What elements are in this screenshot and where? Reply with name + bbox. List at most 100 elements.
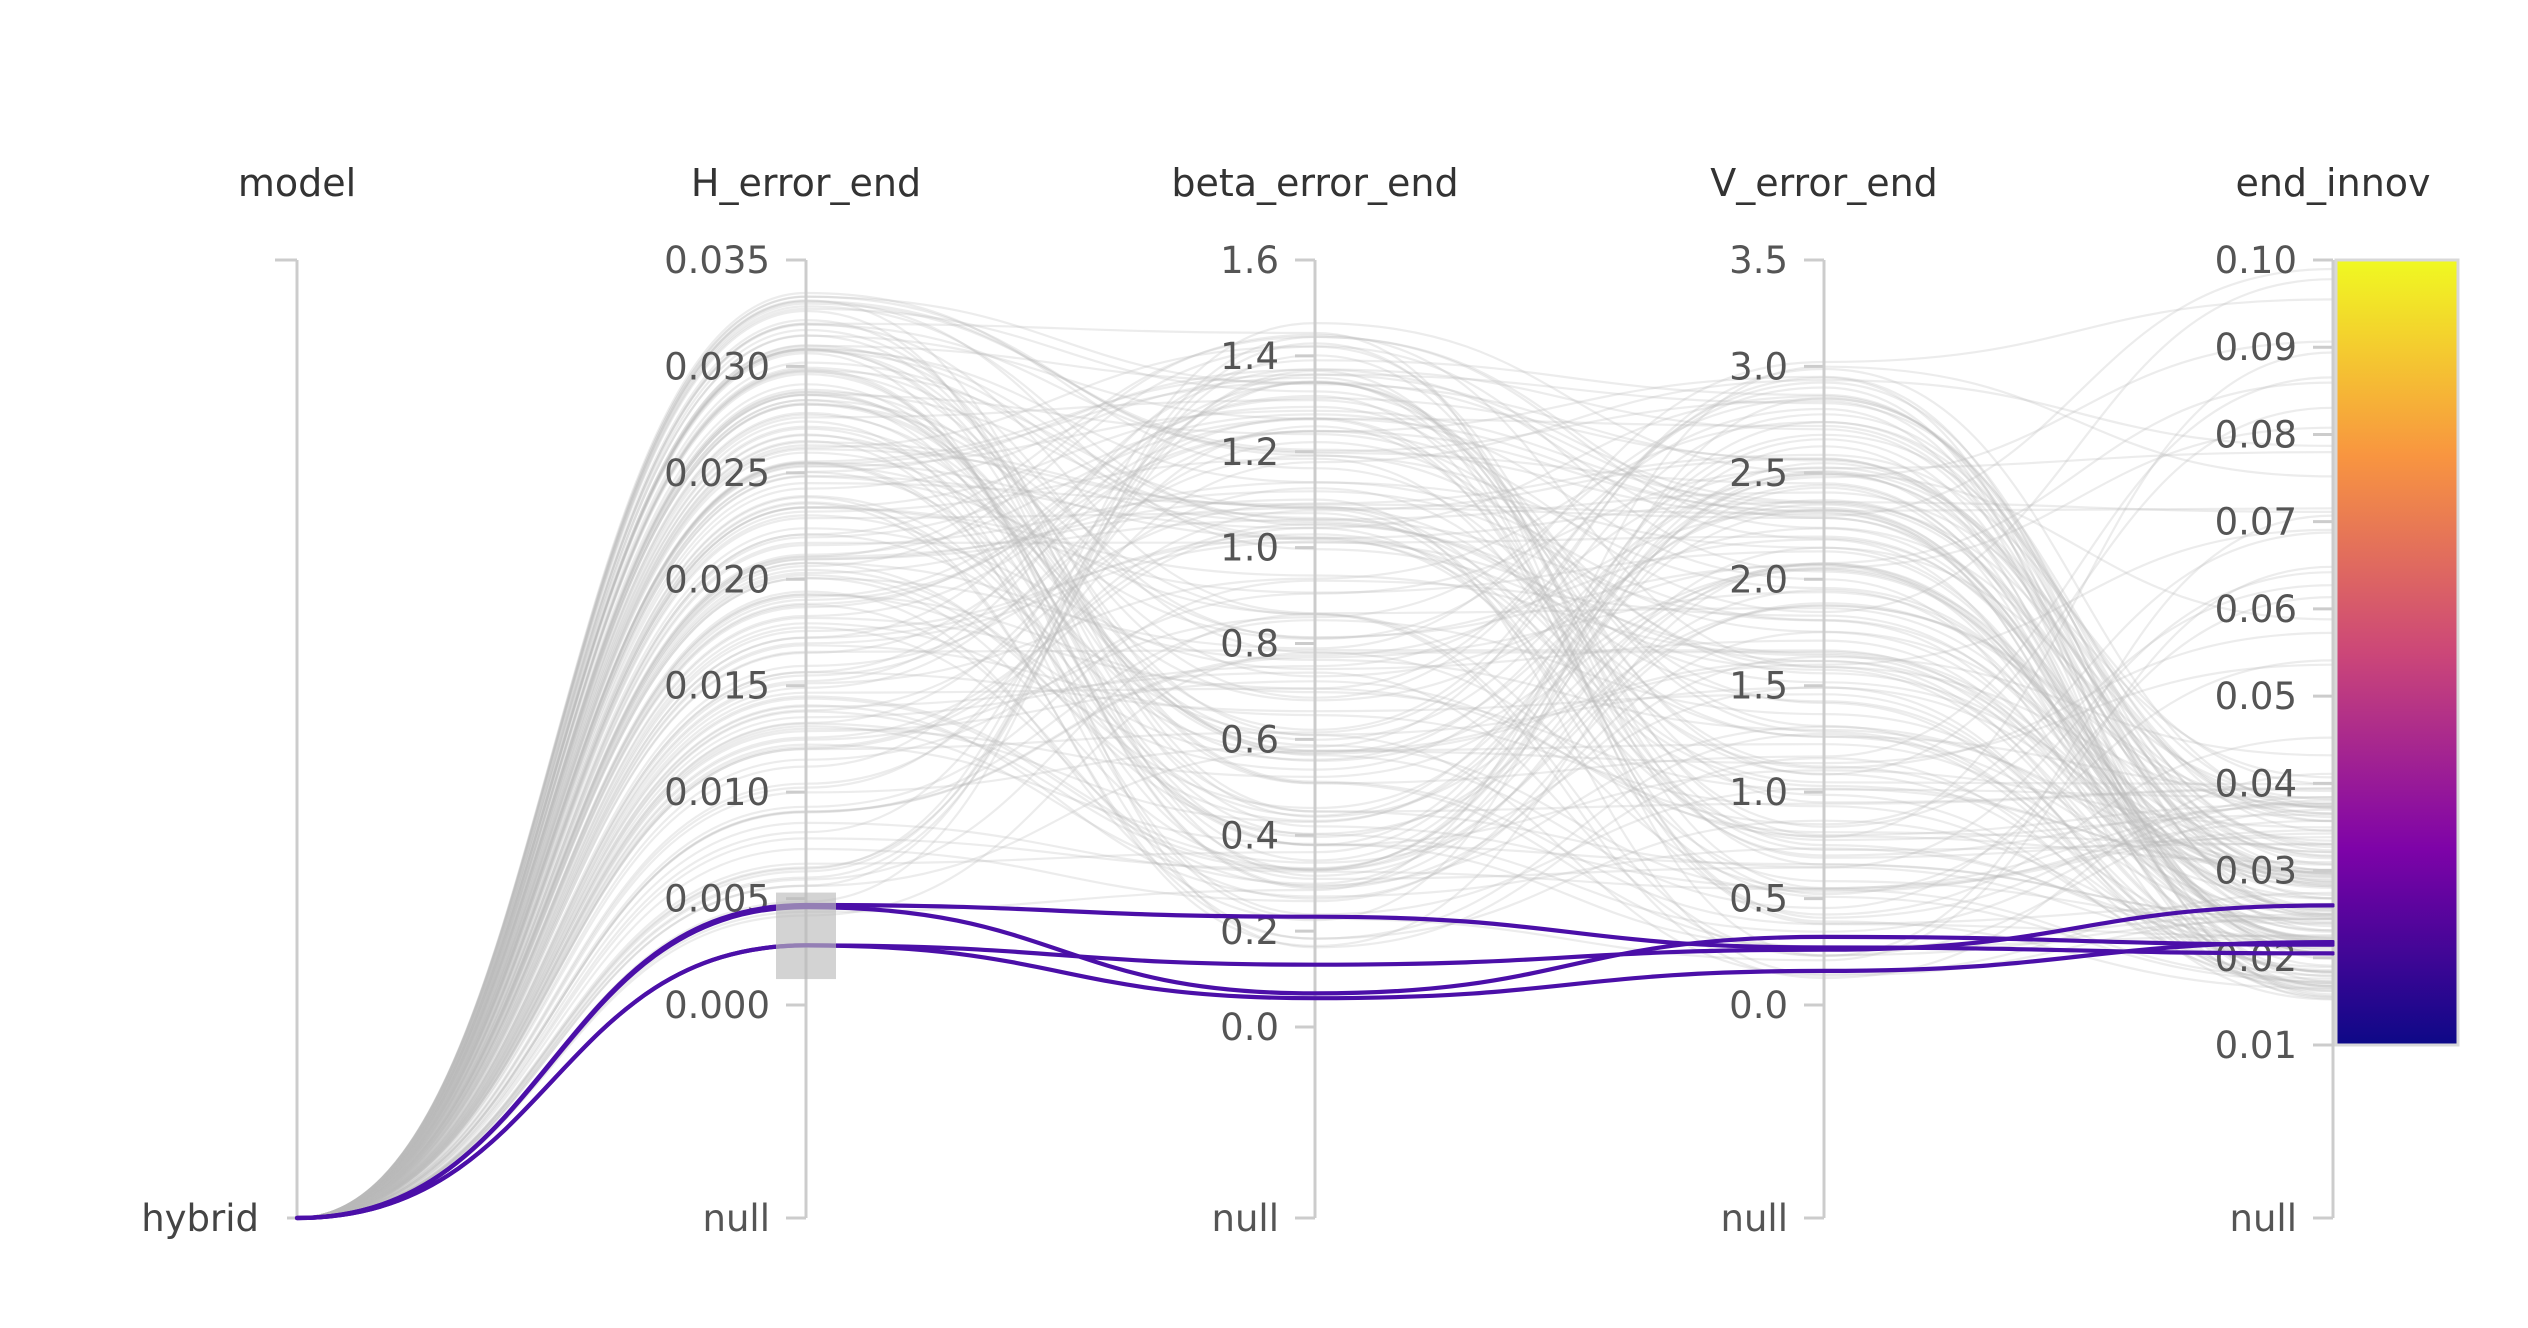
background-line xyxy=(296,322,2334,1220)
axis-title-V_error_end: V_error_end xyxy=(1710,161,1938,205)
tick-label: 0.000 xyxy=(664,984,770,1027)
background-line xyxy=(296,411,2334,1220)
tick-label: 2.5 xyxy=(1729,452,1788,495)
background-line xyxy=(296,403,2334,1220)
background-line xyxy=(296,426,2334,1220)
background-line xyxy=(296,372,2334,1220)
background-line xyxy=(296,413,2334,1220)
background-line xyxy=(296,393,2334,1220)
background-line xyxy=(296,381,2334,1220)
background-line xyxy=(296,405,2334,1220)
background-line xyxy=(296,514,2334,1220)
background-line xyxy=(296,527,2334,1220)
tick-label: 0.020 xyxy=(664,558,770,601)
background-line xyxy=(296,425,2334,1220)
background-line xyxy=(296,361,2334,1220)
background-line xyxy=(296,522,2334,1220)
background-line xyxy=(296,366,2334,1220)
highlighted-line[interactable] xyxy=(294,904,2336,1221)
background-line xyxy=(296,291,2334,1220)
background-line xyxy=(296,298,2334,1220)
background-line xyxy=(296,434,2334,1220)
axis-title-end_innov: end_innov xyxy=(2235,161,2430,205)
null-label: null xyxy=(1212,1197,1279,1240)
background-line xyxy=(296,393,2334,1220)
background-line xyxy=(296,579,2334,1220)
tick-label: 0.04 xyxy=(2215,762,2297,805)
colorbar xyxy=(2334,258,2460,1047)
background-line xyxy=(296,390,2334,1220)
background-line xyxy=(296,496,2334,1220)
tick-label: 0.4 xyxy=(1220,814,1279,857)
tick-label: 0.035 xyxy=(664,239,770,282)
background-line xyxy=(296,295,2334,1220)
background-line xyxy=(296,462,2334,1220)
background-line xyxy=(296,417,2334,1220)
background-line xyxy=(296,490,2334,1220)
axis-brush-selection[interactable] xyxy=(776,892,836,980)
background-line xyxy=(296,518,2334,1220)
tick-label: 0.03 xyxy=(2215,850,2297,893)
background-line xyxy=(296,413,2334,1220)
category-label: hybrid xyxy=(141,1197,259,1240)
background-line xyxy=(296,305,2334,1220)
background-line xyxy=(296,413,2334,1220)
background-line xyxy=(296,367,2334,1220)
background-line xyxy=(296,453,2334,1220)
background-line xyxy=(296,506,2334,1220)
tick-label: 0.07 xyxy=(2215,501,2297,544)
background-line xyxy=(296,344,2334,1220)
background-line xyxy=(296,451,2334,1220)
background-line xyxy=(296,487,2334,1220)
background-line xyxy=(296,501,2334,1220)
background-line xyxy=(296,345,2334,1220)
background-line xyxy=(296,474,2334,1220)
tick-label: 0.005 xyxy=(664,878,770,921)
tick-label: 1.0 xyxy=(1220,527,1279,570)
background-line xyxy=(296,686,2334,1220)
background-line xyxy=(296,444,2334,1220)
background-line xyxy=(296,535,2334,1220)
background-line xyxy=(296,299,2334,1220)
background-line xyxy=(296,328,2334,1220)
background-line xyxy=(296,323,2334,1220)
background-line xyxy=(296,376,2334,1220)
tick-label: 0.015 xyxy=(664,665,770,708)
axis-title-beta_error_end: beta_error_end xyxy=(1171,161,1458,205)
highlighted-line[interactable] xyxy=(294,940,2336,1221)
background-line xyxy=(296,644,2334,1220)
background-line xyxy=(296,626,2334,1220)
background-line xyxy=(296,417,2334,1220)
tick-label: 1.2 xyxy=(1220,431,1279,474)
background-line xyxy=(296,425,2334,1220)
background-line xyxy=(296,369,2334,1220)
background-line xyxy=(296,322,2334,1220)
background-line xyxy=(296,365,2334,1220)
background-line xyxy=(296,420,2334,1220)
background-line xyxy=(296,381,2334,1220)
background-line xyxy=(296,333,2334,1220)
background-line xyxy=(296,388,2334,1220)
background-line xyxy=(296,383,2334,1220)
tick-label: 0.8 xyxy=(1220,623,1279,666)
background-line xyxy=(296,603,2334,1220)
background-line xyxy=(296,619,2334,1220)
background-line xyxy=(296,590,2334,1220)
background-line xyxy=(296,403,2334,1220)
background-line xyxy=(296,472,2334,1220)
background-line xyxy=(296,533,2334,1220)
background-line xyxy=(296,368,2334,1220)
background-line xyxy=(296,451,2334,1220)
background-line xyxy=(296,267,2334,1220)
background-line xyxy=(296,427,2334,1220)
tick-label: 1.4 xyxy=(1220,335,1279,378)
background-line xyxy=(296,457,2334,1220)
background-line xyxy=(296,439,2334,1220)
background-line xyxy=(296,650,2334,1220)
tick-label: 0.5 xyxy=(1729,878,1788,921)
tick-label: 0.05 xyxy=(2215,675,2297,718)
background-line xyxy=(296,345,2334,1220)
tick-label: 0.10 xyxy=(2215,239,2297,282)
background-line xyxy=(296,562,2334,1220)
background-line xyxy=(296,397,2334,1220)
